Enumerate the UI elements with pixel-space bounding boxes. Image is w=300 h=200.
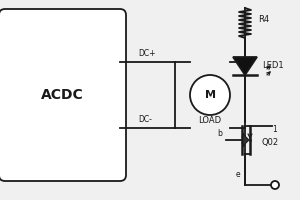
Text: DC-: DC- bbox=[138, 115, 152, 124]
Polygon shape bbox=[233, 57, 257, 75]
Text: ACDC: ACDC bbox=[40, 88, 83, 102]
Text: b: b bbox=[217, 129, 222, 138]
Polygon shape bbox=[243, 134, 249, 146]
Text: 1: 1 bbox=[272, 126, 277, 134]
Text: LED1: LED1 bbox=[262, 62, 283, 71]
Text: DC+: DC+ bbox=[138, 49, 155, 58]
FancyBboxPatch shape bbox=[0, 9, 126, 181]
Text: Q02: Q02 bbox=[262, 138, 279, 148]
Text: R4: R4 bbox=[258, 16, 269, 24]
Text: e: e bbox=[236, 170, 240, 179]
Circle shape bbox=[190, 75, 230, 115]
Text: LOAD: LOAD bbox=[198, 116, 222, 125]
Circle shape bbox=[271, 181, 279, 189]
Text: M: M bbox=[205, 90, 215, 100]
